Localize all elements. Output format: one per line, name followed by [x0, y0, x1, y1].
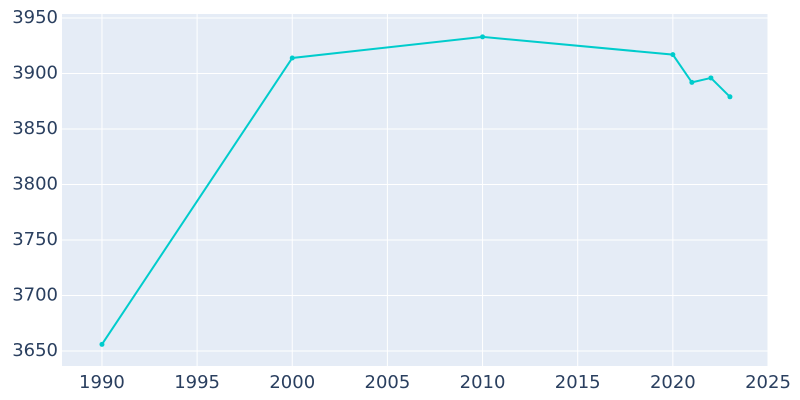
y-tick-label: 3900: [12, 62, 58, 83]
y-tick-label: 3800: [12, 174, 58, 195]
x-tick-label: 1990: [79, 372, 125, 393]
x-tick-label: 2020: [650, 372, 696, 393]
x-tick-label: 2015: [555, 372, 601, 393]
y-tick-label: 3700: [12, 285, 58, 306]
x-tick-label: 1995: [174, 372, 220, 393]
data-point: [689, 79, 695, 85]
data-point: [727, 94, 733, 100]
y-tick-label: 3850: [12, 118, 58, 139]
x-tick-label: 2005: [365, 372, 411, 393]
data-point: [99, 341, 105, 347]
data-point: [708, 75, 714, 81]
data-point: [289, 55, 295, 61]
x-tick-label: 2025: [745, 372, 791, 393]
plot-area: [62, 14, 768, 366]
data-point: [480, 34, 486, 40]
data-point: [670, 52, 676, 58]
x-tick-label: 2010: [460, 372, 506, 393]
x-tick-label: 2000: [269, 372, 315, 393]
y-tick-label: 3650: [12, 340, 58, 361]
y-tick-label: 3750: [12, 229, 58, 250]
y-tick-label: 3950: [12, 7, 58, 28]
